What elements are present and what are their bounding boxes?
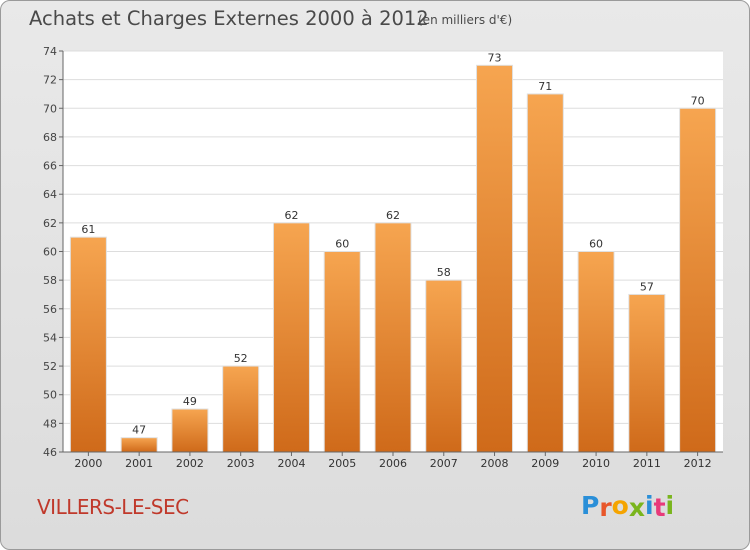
logo-letter: o [611, 491, 629, 520]
bar-2007 [425, 279, 463, 453]
x-tick-label-2009: 2009 [531, 457, 559, 470]
value-label-2001: 47 [132, 424, 146, 437]
value-label-2004: 62 [284, 209, 298, 222]
y-tick-label: 56 [43, 303, 57, 316]
y-tick-label: 68 [43, 131, 57, 144]
value-label-2006: 62 [386, 209, 400, 222]
bar-2003 [222, 365, 260, 453]
y-tick-label: 50 [43, 389, 57, 402]
bar-2002 [171, 408, 209, 453]
x-tick-label-2004: 2004 [277, 457, 305, 470]
y-tick-label: 60 [43, 246, 57, 259]
y-tick-label: 46 [43, 446, 57, 459]
x-tick-label-2008: 2008 [481, 457, 509, 470]
logo-letter: P [581, 491, 600, 520]
x-tick-label-2002: 2002 [176, 457, 204, 470]
x-tick-label-2003: 2003 [227, 457, 255, 470]
proxiti-logo: Proxiti [581, 491, 675, 522]
x-tick-label-2011: 2011 [633, 457, 661, 470]
value-label-2002: 49 [183, 395, 197, 408]
bar-2011 [628, 293, 666, 453]
logo-letter: x [628, 493, 645, 522]
y-tick-label: 62 [43, 217, 57, 230]
bars: 61 47 49 52 62 60 62 58 73 71 60 57 70 [69, 51, 717, 453]
chart-title: Achats et Charges Externes 2000 à 2012 [29, 7, 429, 30]
bar-2004 [272, 222, 310, 453]
bar-2001 [120, 437, 158, 453]
y-tick-label: 70 [43, 102, 57, 115]
x-tick-label-2005: 2005 [328, 457, 356, 470]
bar-2005 [323, 251, 361, 453]
y-tick-label: 54 [43, 331, 57, 344]
bar-2012 [679, 107, 717, 453]
bar-2009 [526, 93, 564, 453]
commune-name: VILLERS-LE-SEC [37, 495, 189, 519]
x-tick-label-2010: 2010 [582, 457, 610, 470]
x-tick-label-2006: 2006 [379, 457, 407, 470]
x-axis: 2000 2001 2002 2003 2004 2005 2006 2007 2008 2009… [63, 451, 723, 470]
y-tick-label: 58 [43, 274, 57, 287]
y-tick-label: 72 [43, 74, 57, 87]
y-tick-label: 74 [43, 45, 57, 58]
x-tick-label-2007: 2007 [430, 457, 458, 470]
value-label-2000: 61 [81, 223, 95, 236]
logo-letter: t [653, 493, 666, 522]
y-tick-label: 52 [43, 360, 57, 373]
value-label-2008: 73 [488, 51, 502, 64]
x-tick-label-2000: 2000 [74, 457, 102, 470]
y-tick-label: 48 [43, 417, 57, 430]
value-label-2012: 70 [691, 94, 705, 107]
y-axis: 46 48 50 52 54 56 58 60 62 64 66 68 70 72 74 [43, 45, 64, 459]
value-label-2005: 60 [335, 238, 349, 251]
bar-2010 [577, 251, 615, 453]
logo-letter: i [645, 491, 654, 520]
bar-2008 [476, 64, 514, 453]
bar-2006 [374, 222, 412, 453]
value-label-2003: 52 [234, 352, 248, 365]
y-tick-label: 66 [43, 160, 57, 173]
x-tick-label-2012: 2012 [684, 457, 712, 470]
value-label-2010: 60 [589, 238, 603, 251]
value-label-2009: 71 [538, 80, 552, 93]
bar-2000 [69, 236, 107, 453]
y-tick-label: 64 [43, 188, 57, 201]
value-label-2007: 58 [437, 266, 451, 279]
chart-unit: (en milliers d'€) [418, 13, 513, 27]
value-label-2011: 57 [640, 280, 654, 293]
x-tick-label-2001: 2001 [125, 457, 153, 470]
logo-letter: i [665, 491, 675, 520]
logo-letter: r [599, 493, 612, 522]
